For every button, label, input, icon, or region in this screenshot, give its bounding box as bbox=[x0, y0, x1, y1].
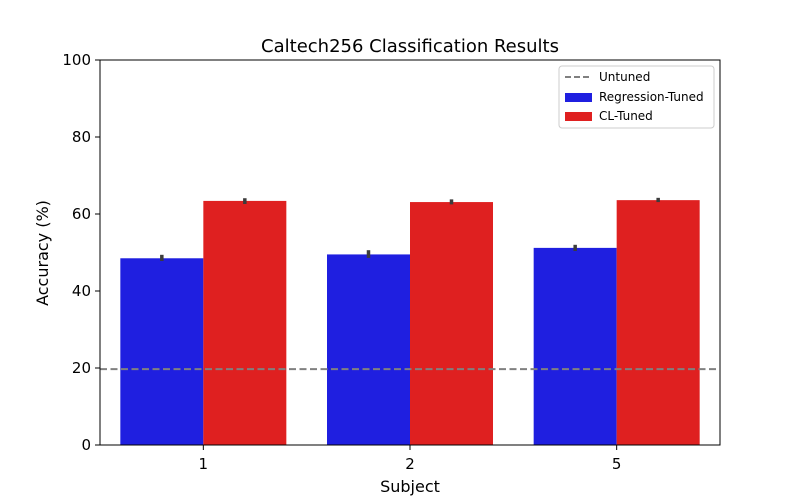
bar-cl-tuned-5 bbox=[616, 200, 700, 445]
y-tick-label: 20 bbox=[72, 359, 91, 377]
legend: Untuned Regression-Tuned CL-Tuned bbox=[558, 65, 715, 129]
chart-title: Caltech256 Classification Results bbox=[261, 36, 559, 57]
plot-area: 0 20 40 60 80 100 1 2 5 bbox=[62, 51, 721, 473]
y-tick-label: 40 bbox=[72, 282, 91, 300]
y-tick-label: 80 bbox=[72, 128, 91, 146]
y-axis-label: Accuracy (%) bbox=[33, 200, 52, 306]
legend-label-regression-tuned: Regression-Tuned bbox=[599, 90, 704, 104]
x-tick-label: 2 bbox=[405, 455, 415, 473]
bar-regression-tuned-1 bbox=[120, 258, 204, 445]
x-tick-label: 1 bbox=[199, 455, 209, 473]
y-tick-label: 60 bbox=[72, 205, 91, 223]
x-tick-label: 5 bbox=[612, 455, 622, 473]
bar-cl-tuned-2 bbox=[410, 202, 493, 445]
bar-cl-tuned-1 bbox=[203, 200, 287, 445]
legend-box bbox=[558, 65, 715, 129]
bar-regression-tuned-2 bbox=[327, 254, 410, 445]
x-axis-label: Subject bbox=[380, 477, 440, 496]
legend-swatch-cl-tuned bbox=[565, 112, 592, 121]
y-tick-label: 100 bbox=[62, 51, 91, 69]
y-tick-label: 0 bbox=[81, 436, 91, 454]
legend-label-cl-tuned: CL-Tuned bbox=[599, 109, 653, 123]
bar-regression-tuned-5 bbox=[533, 247, 617, 445]
legend-swatch-regression-tuned bbox=[565, 93, 592, 102]
legend-label-untuned: Untuned bbox=[599, 70, 650, 84]
